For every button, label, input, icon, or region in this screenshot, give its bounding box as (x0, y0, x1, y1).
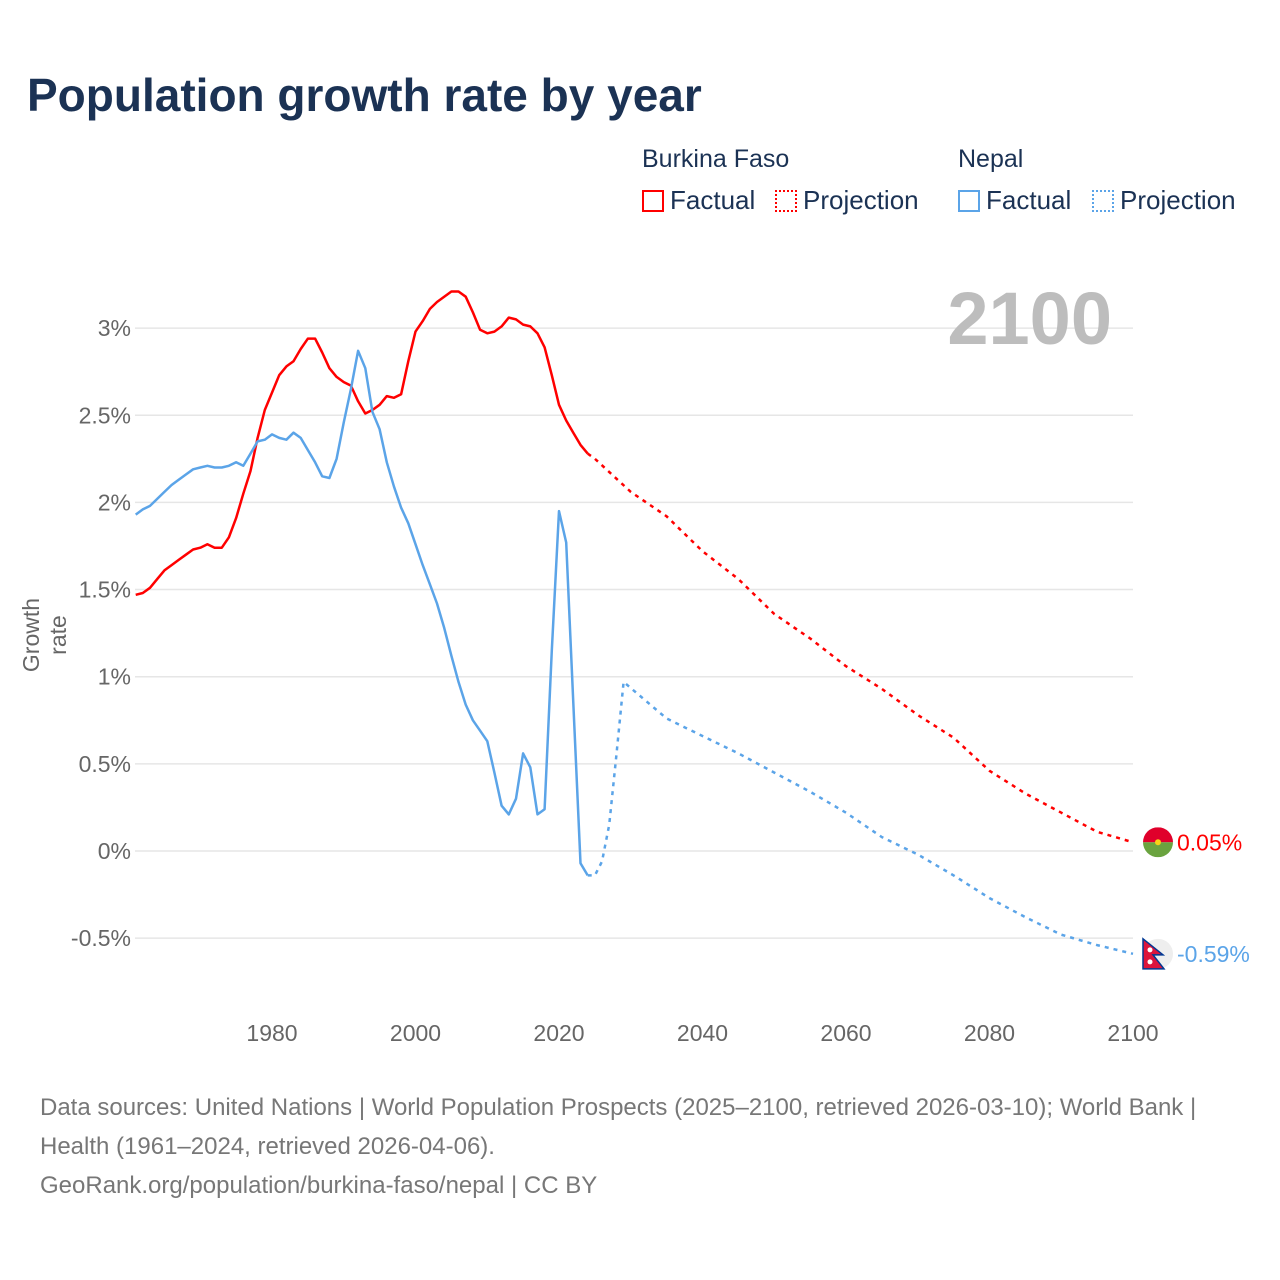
x-tick-label: 2000 (390, 1020, 441, 1046)
y-tick-label: 0.5% (79, 751, 131, 777)
legend-swatch-solid-blue (958, 189, 980, 212)
legend-swatch-dotted-blue (1092, 189, 1114, 212)
flag-star (1155, 839, 1161, 846)
current-year-label: 2100 (947, 277, 1112, 360)
footer: Data sources: United Nations | World Pop… (40, 1088, 1240, 1205)
flag-sun (1147, 959, 1153, 965)
legend-swatch-solid-red (642, 189, 664, 212)
legend-label: Projection (1120, 185, 1236, 215)
series-line-nepal-factual (134, 349, 589, 877)
flag-moon (1147, 947, 1153, 953)
series-line-burkina-faso-factual (135, 290, 589, 597)
legend-label: Projection (803, 185, 919, 215)
data-sources: Data sources: United Nations | World Pop… (40, 1094, 1197, 1160)
nepal-flag-icon (1142, 937, 1173, 970)
chart-title: Population growth rate by year (27, 69, 702, 121)
x-tick-label: 2080 (964, 1020, 1015, 1046)
x-tick-label: 2020 (533, 1020, 584, 1046)
legend-burkina-factual[interactable]: Factual (642, 185, 755, 216)
flag-green-band (1143, 842, 1173, 858)
legend-swatch-dotted-red (775, 189, 797, 212)
x-tick-label: 1980 (246, 1020, 297, 1046)
burkina-faso-flag-icon (1143, 827, 1173, 858)
legend-nepal-factual[interactable]: Factual (958, 185, 1071, 216)
x-tick-label: 2100 (1107, 1020, 1158, 1046)
legend-group-nepal: Nepal (958, 145, 1024, 173)
flag-red-band (1143, 827, 1173, 843)
series-line-nepal-projection (587, 680, 1134, 956)
y-axis-label: Growth rate (18, 597, 71, 673)
y-tick-label: 2% (98, 489, 131, 515)
legend-group-burkina-faso: Burkina Faso (642, 145, 790, 173)
y-tick-label: 1.5% (79, 577, 131, 603)
legend-burkina-projection[interactable]: Projection (775, 185, 919, 216)
end-label-burkina-faso: 0.05% (1177, 829, 1242, 855)
x-tick-label: 2060 (820, 1020, 871, 1046)
y-tick-label: 0% (98, 838, 131, 864)
attribution-link[interactable]: GeoRank.org/population/burkina-faso/nepa… (40, 1172, 598, 1199)
y-tick-label: 2.5% (79, 402, 131, 428)
x-tick-label: 2040 (677, 1020, 728, 1046)
y-tick-label: 1% (98, 664, 131, 690)
legend-nepal-projection[interactable]: Projection (1092, 185, 1236, 216)
series-line-burkina-faso-projection (586, 452, 1134, 844)
legend-label: Factual (670, 185, 756, 215)
end-label-nepal: -0.59% (1177, 941, 1250, 967)
y-tick-label: -0.5% (71, 925, 131, 951)
legend-label: Factual (986, 185, 1072, 215)
y-tick-label: 3% (98, 315, 131, 341)
